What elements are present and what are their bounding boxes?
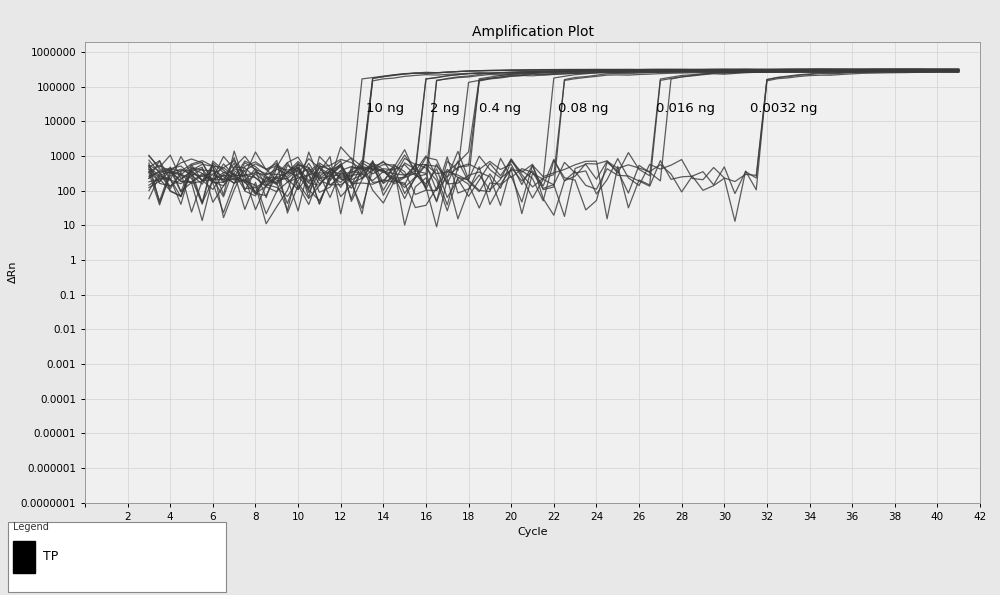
Y-axis label: ΔRn: ΔRn — [8, 261, 18, 283]
Text: TP: TP — [43, 550, 58, 563]
Text: 0.016 ng: 0.016 ng — [656, 102, 715, 115]
Text: 0.4 ng: 0.4 ng — [479, 102, 521, 115]
FancyBboxPatch shape — [8, 522, 226, 592]
Text: 2 ng: 2 ng — [430, 102, 460, 115]
Bar — [13, 541, 35, 574]
X-axis label: Cycle: Cycle — [517, 527, 548, 537]
Text: 0.0032 ng: 0.0032 ng — [750, 102, 817, 115]
Text: Legend: Legend — [13, 522, 49, 533]
Text: 10 ng: 10 ng — [366, 102, 404, 115]
Text: 0.08 ng: 0.08 ng — [558, 102, 609, 115]
Title: Amplification Plot: Amplification Plot — [472, 25, 594, 39]
